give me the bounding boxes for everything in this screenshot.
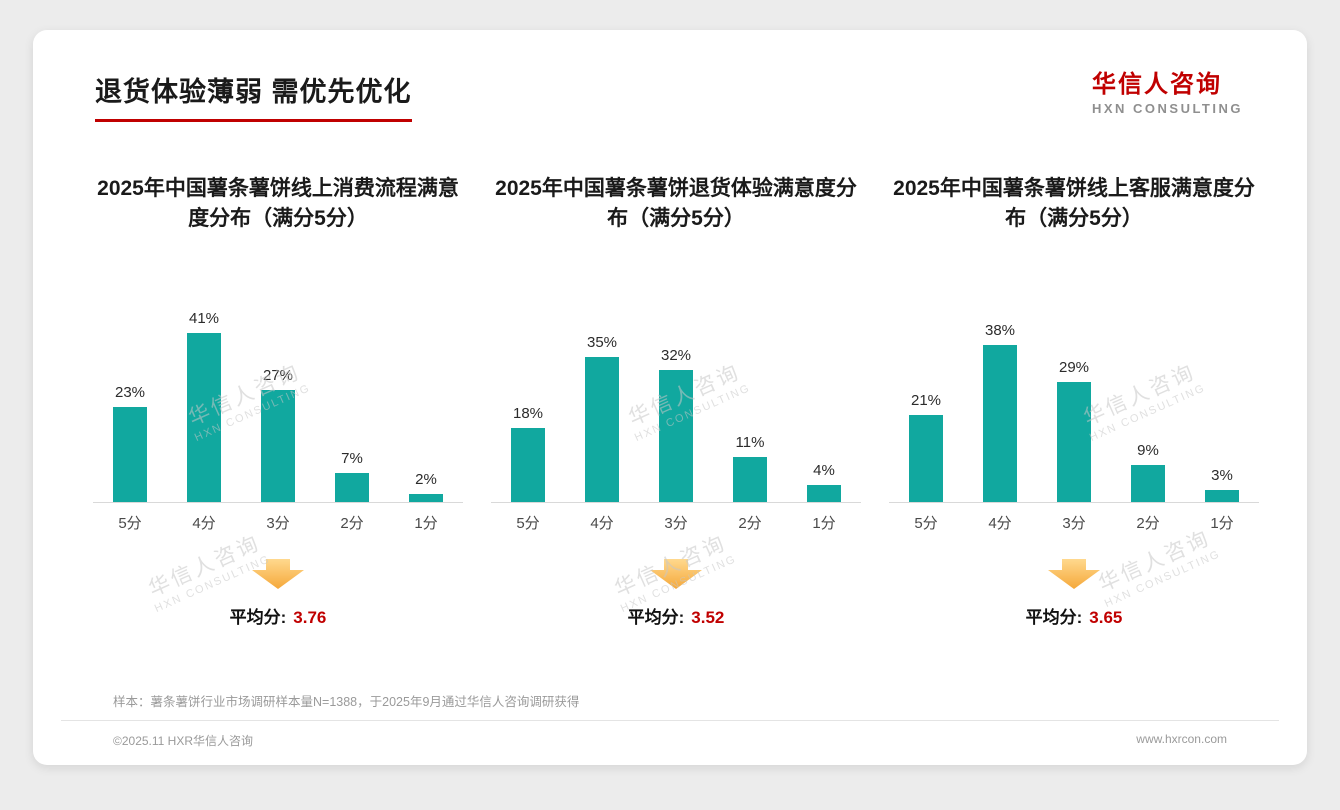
bar xyxy=(1057,382,1091,502)
bar-group: 9% xyxy=(1111,442,1185,502)
average-label: 平均分: xyxy=(627,608,685,627)
bar xyxy=(585,357,619,502)
category-axis: 5分 4分 3分 2分 1分 xyxy=(491,512,861,533)
chart-title: 2025年中国薯条薯饼退货体验满意度分布（满分5分） xyxy=(495,177,857,231)
bar-value-label: 41% xyxy=(188,310,220,327)
bar-group: 35% xyxy=(565,334,639,502)
bar xyxy=(187,333,221,502)
bar-group: 7% xyxy=(315,450,389,502)
header: 退货体验薄弱 需优先优化 华信人咨询 HXN CONSULTING xyxy=(33,30,1307,122)
category-label: 3分 xyxy=(1062,515,1086,532)
category-label: 1分 xyxy=(414,515,438,532)
chart-consumption-flow-satisfaction: 2025年中国薯条薯饼线上消费流程满意度分布（满分5分） 23% 41% 27% 7%… xyxy=(79,174,477,628)
copyright-text: ©2025.11 HXR华信人咨询 xyxy=(113,734,253,748)
logo-text-en: HXN CONSULTING xyxy=(1091,101,1243,117)
category-label: 3分 xyxy=(266,515,290,532)
bar xyxy=(511,428,545,502)
bar-value-label: 9% xyxy=(1137,442,1159,459)
down-arrow-icon xyxy=(252,559,304,589)
chart-title: 2025年中国薯条薯饼线上客服满意度分布（满分5分） xyxy=(893,177,1255,231)
average-label: 平均分: xyxy=(229,608,287,627)
category-label: 5分 xyxy=(118,515,142,532)
bar-group: 29% xyxy=(1037,359,1111,502)
bar xyxy=(335,473,369,502)
bar-value-label: 18% xyxy=(512,405,544,422)
category-label: 4分 xyxy=(192,515,216,532)
category-label: 1分 xyxy=(812,515,836,532)
bar-group: 3% xyxy=(1185,467,1259,502)
bar-value-label: 23% xyxy=(114,384,146,401)
charts-row: 2025年中国薯条薯饼线上消费流程满意度分布（满分5分） 23% 41% 27% 7%… xyxy=(33,174,1307,628)
down-arrow-icon xyxy=(650,559,702,589)
category-label: 5分 xyxy=(914,515,938,532)
average-label: 平均分: xyxy=(1025,608,1083,627)
bar xyxy=(807,485,841,502)
category-label: 3分 xyxy=(664,515,688,532)
bar xyxy=(409,494,443,502)
chart-online-service-satisfaction: 2025年中国薯条薯饼线上客服满意度分布（满分5分） 21% 38% 29% 9% 3%… xyxy=(875,174,1273,628)
bar xyxy=(909,415,943,502)
company-logo: 华信人咨询 HXN CONSULTING xyxy=(1092,70,1243,116)
bar-value-label: 38% xyxy=(984,322,1016,339)
category-label: 2分 xyxy=(340,515,364,532)
chart-title: 2025年中国薯条薯饼线上消费流程满意度分布（满分5分） xyxy=(97,177,459,231)
bar xyxy=(1205,490,1239,502)
bar-value-label: 21% xyxy=(910,392,942,409)
average-score: 平均分: 3.52 xyxy=(628,603,725,628)
average-value: 3.65 xyxy=(1089,608,1123,627)
chart-return-experience-satisfaction: 2025年中国薯条薯饼退货体验满意度分布（满分5分） 18% 35% 32% 11% 4… xyxy=(477,174,875,628)
bar-group: 4% xyxy=(787,462,861,502)
page-title: 退货体验薄弱 需优先优化 xyxy=(95,70,412,122)
bar-value-label: 7% xyxy=(341,450,363,467)
average-value: 3.76 xyxy=(293,608,327,627)
bar xyxy=(1131,465,1165,502)
bar-group: 41% xyxy=(167,310,241,502)
bar-group: 32% xyxy=(639,347,713,502)
bar-value-label: 2% xyxy=(415,471,437,488)
bar-plot: 23% 41% 27% 7% 2% xyxy=(93,274,463,503)
category-label: 1分 xyxy=(1210,515,1234,532)
category-label: 5分 xyxy=(516,515,540,532)
bar-group: 18% xyxy=(491,405,565,502)
bar-plot: 21% 38% 29% 9% 3% xyxy=(889,274,1259,503)
bar-group: 2% xyxy=(389,471,463,502)
average-score: 平均分: 3.65 xyxy=(1026,603,1123,628)
bar-group: 21% xyxy=(889,392,963,502)
bar xyxy=(261,390,295,502)
bar-group: 38% xyxy=(963,322,1037,502)
category-label: 2分 xyxy=(1136,515,1160,532)
category-axis: 5分 4分 3分 2分 1分 xyxy=(889,512,1259,533)
category-label: 4分 xyxy=(590,515,614,532)
category-label: 2分 xyxy=(738,515,762,532)
bar-value-label: 11% xyxy=(735,434,765,451)
category-axis: 5分 4分 3分 2分 1分 xyxy=(93,512,463,533)
bar-value-label: 32% xyxy=(660,347,692,364)
bar xyxy=(733,457,767,502)
sample-note: 样本：薯条薯饼行业市场调研样本量N=1388，于2025年9月通过华信人咨询调研… xyxy=(113,695,580,709)
footer: ©2025.11 HXR华信人咨询 www.hxrcon.com xyxy=(61,720,1279,765)
bar-value-label: 4% xyxy=(813,462,835,479)
bar-value-label: 35% xyxy=(586,334,618,351)
bar-group: 23% xyxy=(93,384,167,502)
bar xyxy=(659,370,693,502)
bar-value-label: 29% xyxy=(1058,359,1090,376)
down-arrow-icon xyxy=(1048,559,1100,589)
bar-group: 27% xyxy=(241,367,315,502)
average-score: 平均分: 3.76 xyxy=(230,603,327,628)
slide-card: 退货体验薄弱 需优先优化 华信人咨询 HXN CONSULTING 2025年中… xyxy=(33,30,1307,765)
category-label: 4分 xyxy=(988,515,1012,532)
logo-text-cn: 华信人咨询 xyxy=(1091,71,1222,98)
average-value: 3.52 xyxy=(691,608,725,627)
bar-value-label: 27% xyxy=(262,367,294,384)
website-url: www.hxrcon.com xyxy=(1136,732,1227,746)
bar xyxy=(113,407,147,502)
bar-value-label: 3% xyxy=(1211,467,1233,484)
bar xyxy=(983,345,1017,502)
bar-group: 11% xyxy=(713,434,787,502)
bar-plot: 18% 35% 32% 11% 4% xyxy=(491,274,861,503)
